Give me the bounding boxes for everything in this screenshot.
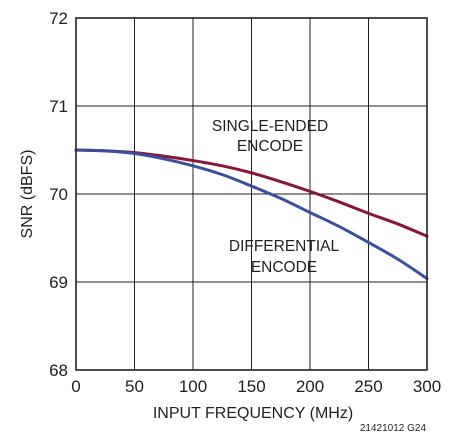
differential-encode-line <box>74 148 429 280</box>
y-axis-title: SNR (dBFS) <box>19 150 36 239</box>
x-tick-label: 50 <box>125 377 144 396</box>
x-tick-label: 250 <box>354 377 382 396</box>
y-tick-label: 72 <box>49 9 68 28</box>
differential-label-line1: DIFFERENTIAL <box>229 238 340 255</box>
y-tick-label: 68 <box>49 361 68 380</box>
x-tick-label: 200 <box>296 377 324 396</box>
y-tick-labels: 68 69 70 71 72 <box>49 9 68 380</box>
single-ended-label-line1: SINGLE-ENDED <box>212 118 328 135</box>
x-axis-title: INPUT FREQUENCY (MHz) <box>153 405 353 422</box>
series-lines <box>74 148 429 280</box>
x-tick-label: 150 <box>237 377 265 396</box>
y-tick-label: 69 <box>49 273 68 292</box>
plot-frame <box>75 17 428 371</box>
figure-id: 21421012 G24 <box>360 423 427 434</box>
differential-label-line2: ENCODE <box>251 259 317 276</box>
x-tick-label: 100 <box>179 377 207 396</box>
x-tick-labels: 0 50 100 150 200 250 300 <box>71 377 441 396</box>
single-ended-label-line2: ENCODE <box>237 138 303 155</box>
grid <box>75 17 428 371</box>
x-tick-label: 0 <box>71 377 80 396</box>
y-tick-label: 70 <box>49 185 68 204</box>
y-tick-label: 71 <box>49 97 68 116</box>
x-tick-label: 300 <box>413 377 441 396</box>
